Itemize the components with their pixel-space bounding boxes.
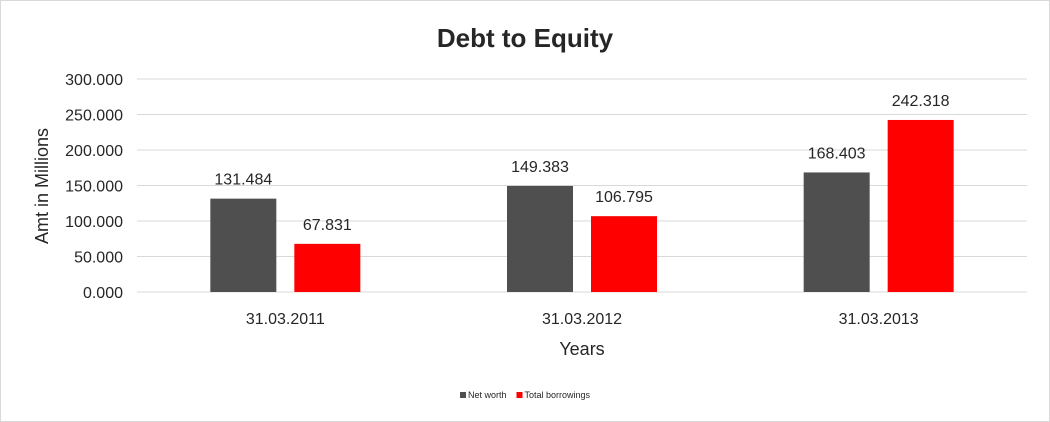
y-tick-label: 300.000 <box>65 72 123 89</box>
bars <box>210 119 954 292</box>
bar-net-worth <box>507 185 573 292</box>
y-tick-label: 100.000 <box>65 214 123 231</box>
y-tick-label: 250.000 <box>65 108 123 125</box>
legend-label: Total borrowings <box>525 390 591 400</box>
y-axis-title: Amt in Millions <box>32 128 52 244</box>
bar-net-worth <box>210 198 277 292</box>
x-axis-ticks: 31.03.2011 31.03.2012 31.03.2013 <box>246 311 919 328</box>
x-tick-label: 31.03.2012 <box>542 311 622 328</box>
legend-label: Net worth <box>468 390 507 400</box>
legend-swatch <box>516 392 523 398</box>
data-label: 106.795 <box>595 189 653 206</box>
y-tick-label: 0.000 <box>83 285 123 302</box>
x-axis-title: Years <box>559 339 604 359</box>
data-label: 131.484 <box>214 172 272 189</box>
chart-title: Debt to Equity <box>437 23 614 53</box>
legend-swatch <box>460 392 466 398</box>
y-tick-label: 200.000 <box>65 143 123 160</box>
legend: Net worth Total borrowings <box>460 390 591 400</box>
data-label: 242.318 <box>892 93 950 110</box>
bar-net-worth <box>803 172 870 292</box>
data-labels: 131.484 67.831 149.383 106.795 168.403 242.31… <box>214 93 949 234</box>
data-label: 168.403 <box>808 145 866 162</box>
y-tick-label: 50.000 <box>74 250 123 267</box>
bar-total-borrowings <box>294 243 361 292</box>
y-axis-ticks: 0.000 50.000 100.000 150.000 200.000 250.000 3… <box>65 72 123 302</box>
y-tick-label: 150.000 <box>65 179 123 196</box>
x-tick-label: 31.03.2011 <box>246 311 325 328</box>
data-label: 149.383 <box>511 159 569 176</box>
gridlines <box>137 78 1027 293</box>
bar-total-borrowings <box>591 216 657 292</box>
data-label: 67.831 <box>303 217 352 234</box>
x-tick-label: 31.03.2013 <box>839 311 919 328</box>
bar-total-borrowings <box>887 119 954 292</box>
